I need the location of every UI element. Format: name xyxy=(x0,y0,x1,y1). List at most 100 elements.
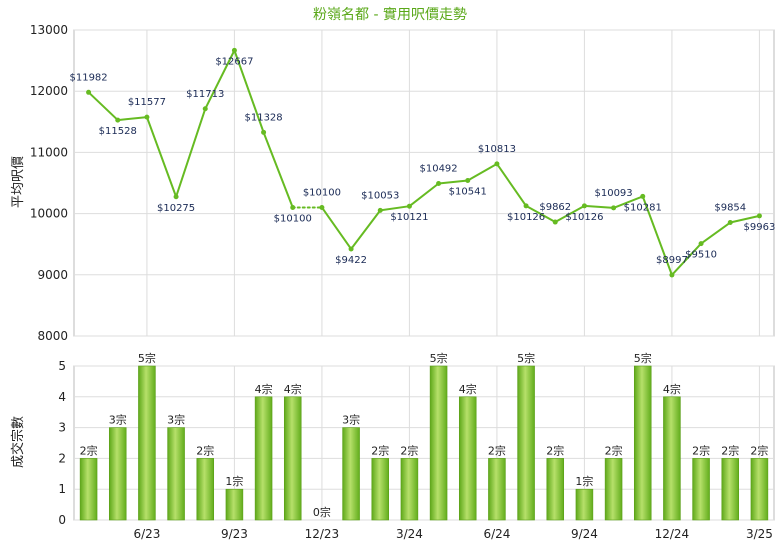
line-point-label: $11528 xyxy=(99,126,137,137)
line-point xyxy=(377,207,383,213)
top-y-tick-label: 10000 xyxy=(30,207,68,221)
bar-label: 2宗 xyxy=(721,443,739,457)
bar xyxy=(517,365,535,521)
bar-label: 4宗 xyxy=(459,382,477,396)
line-point-label: $10281 xyxy=(624,202,662,213)
bar xyxy=(138,365,156,521)
bar xyxy=(575,488,594,521)
bar-label: 5宗 xyxy=(430,351,448,365)
x-tick-label: 12/23 xyxy=(305,527,340,541)
top-y-axis-label: 平均呎價 xyxy=(11,156,26,208)
line-point-label: $9963 xyxy=(744,222,776,233)
line-point xyxy=(231,47,237,53)
line-segment xyxy=(87,91,119,122)
chart-labels: $11982 $11528 $11577 $10275 $11713 $12667 $113… xyxy=(69,56,775,519)
bar-label: 5宗 xyxy=(138,351,156,365)
line-point-label: $10126 xyxy=(507,212,545,223)
line-segment xyxy=(700,221,732,245)
bar-label: 2宗 xyxy=(605,443,623,457)
bar xyxy=(546,458,565,521)
line-point xyxy=(552,219,558,225)
line-point-label: $10541 xyxy=(449,186,487,197)
bar xyxy=(633,365,652,521)
bar xyxy=(488,458,506,521)
line-segment xyxy=(320,206,353,250)
line-point xyxy=(202,106,208,112)
line-segment xyxy=(554,204,586,224)
line-point xyxy=(756,213,762,219)
line-point-label: $11577 xyxy=(128,97,166,108)
bar-label: 0宗 xyxy=(313,505,331,519)
bottom-y-tick-label: 3 xyxy=(58,421,66,435)
bottom-y-tick-label: 4 xyxy=(58,390,66,404)
x-tick-label: 3/24 xyxy=(396,527,423,541)
top-y-tick-label: 13000 xyxy=(30,23,68,37)
bottom-y-tick-label: 5 xyxy=(58,359,66,373)
bar-label: 2宗 xyxy=(750,443,768,457)
line-point xyxy=(319,204,325,210)
line-point-label: $12667 xyxy=(215,56,253,67)
bar-label: 4宗 xyxy=(663,382,681,396)
bar xyxy=(604,458,623,521)
line-point xyxy=(669,272,675,278)
bar xyxy=(429,365,448,521)
bar-label: 3宗 xyxy=(342,413,360,427)
line-segment xyxy=(466,162,498,182)
bar xyxy=(692,458,710,521)
x-tick-label: 6/24 xyxy=(483,527,510,541)
line-point-label: $10053 xyxy=(361,190,399,201)
line-point-label: $10813 xyxy=(478,144,516,155)
line-series xyxy=(86,47,762,278)
line-point-label: $10100 xyxy=(303,187,341,198)
bar xyxy=(458,396,477,521)
x-tick-label: 9/24 xyxy=(571,527,598,541)
line-point xyxy=(494,161,500,167)
bar xyxy=(750,458,769,521)
bottom-y-tick-label: 0 xyxy=(58,513,66,527)
bar-label: 5宗 xyxy=(517,351,535,365)
line-point xyxy=(523,203,529,209)
line-point-label: $9510 xyxy=(685,250,717,261)
bar xyxy=(721,458,740,521)
line-segment xyxy=(350,209,382,250)
line-point-label: $11328 xyxy=(244,112,282,123)
line-segment xyxy=(583,204,615,209)
line-point-label: $10100 xyxy=(274,213,312,224)
line-point xyxy=(436,180,442,186)
bar-label: 2宗 xyxy=(400,443,418,457)
line-segment xyxy=(204,49,236,110)
bar xyxy=(167,427,185,521)
bar xyxy=(371,458,390,521)
bar xyxy=(196,458,215,521)
line-point xyxy=(406,203,412,209)
bar xyxy=(225,488,244,521)
top-plot-frame xyxy=(73,29,775,337)
bottom-y-tick-label: 2 xyxy=(58,451,66,465)
line-point xyxy=(348,246,354,252)
bar xyxy=(254,396,273,521)
bar-label: 2宗 xyxy=(196,443,214,457)
line-point-label: $10093 xyxy=(594,188,632,199)
line-point xyxy=(640,193,646,199)
bar xyxy=(400,458,419,521)
bar-label: 2宗 xyxy=(80,443,98,457)
bar-label: 3宗 xyxy=(109,413,127,427)
line-point-label: $9862 xyxy=(539,202,571,213)
bar-label: 1宗 xyxy=(575,474,593,488)
bar-label: 1宗 xyxy=(225,474,243,488)
line-point-label: $8997 xyxy=(656,255,688,266)
line-point-label: $11713 xyxy=(186,89,224,100)
top-y-tick-label: 9000 xyxy=(37,268,68,282)
line-point xyxy=(115,117,121,123)
top-y-tick-label: 12000 xyxy=(30,84,68,98)
line-segment xyxy=(641,195,673,276)
bar-label: 3宗 xyxy=(167,413,185,427)
x-tick-label: 9/23 xyxy=(221,527,248,541)
x-tick-label: 12/24 xyxy=(655,527,690,541)
bottom-y-tick-label: 1 xyxy=(58,482,66,496)
bottom-y-axis-label: 成交宗數 xyxy=(10,416,26,468)
line-segment xyxy=(175,107,207,198)
line-segment xyxy=(233,49,265,134)
line-segment xyxy=(262,131,294,209)
